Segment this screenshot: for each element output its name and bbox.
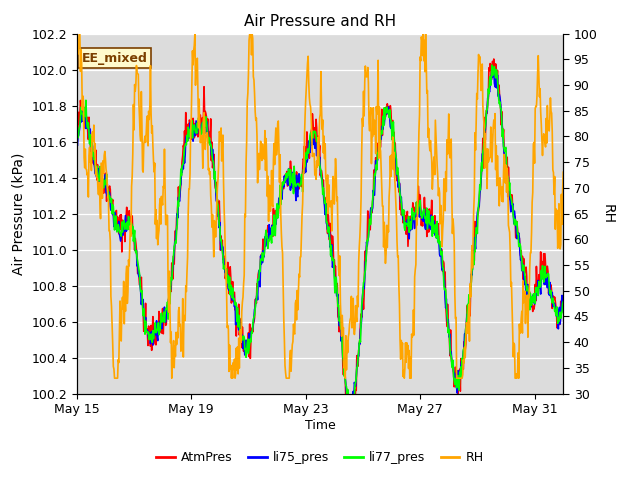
RH <box>73 78 81 84</box>
AtmPres <box>383 101 391 107</box>
AtmPres <box>442 312 450 317</box>
Y-axis label: Air Pressure (kPa): Air Pressure (kPa) <box>12 153 26 275</box>
Legend: AtmPres, li75_pres, li77_pres, RH: AtmPres, li75_pres, li77_pres, RH <box>152 446 488 469</box>
AtmPres <box>73 135 81 141</box>
li75_pres <box>442 296 450 301</box>
RH <box>443 137 451 143</box>
AtmPres <box>490 56 498 62</box>
Y-axis label: RH: RH <box>600 204 614 224</box>
li75_pres <box>356 341 364 347</box>
li77_pres <box>348 407 355 412</box>
AtmPres <box>356 336 364 342</box>
RH <box>384 223 392 228</box>
RH <box>369 105 377 110</box>
li75_pres <box>493 85 500 91</box>
Line: li75_pres: li75_pres <box>77 67 563 413</box>
li77_pres <box>103 171 111 177</box>
RH <box>104 183 111 189</box>
AtmPres <box>493 77 500 83</box>
li77_pres <box>493 69 500 74</box>
Line: RH: RH <box>77 34 563 378</box>
Text: Air Pressure and RH: Air Pressure and RH <box>244 14 396 29</box>
Line: AtmPres: AtmPres <box>77 59 563 415</box>
AtmPres <box>346 412 354 418</box>
li75_pres <box>383 111 391 117</box>
li75_pres <box>488 64 496 70</box>
li75_pres <box>348 410 356 416</box>
AtmPres <box>559 299 567 305</box>
RH <box>493 183 500 189</box>
AtmPres <box>103 198 111 204</box>
li75_pres <box>73 141 81 146</box>
AtmPres <box>369 198 376 204</box>
li77_pres <box>488 62 496 68</box>
li77_pres <box>442 300 450 306</box>
Text: EE_mixed: EE_mixed <box>82 52 148 65</box>
X-axis label: Time: Time <box>305 419 335 432</box>
Line: li77_pres: li77_pres <box>77 65 563 409</box>
RH <box>559 169 567 175</box>
li77_pres <box>356 337 364 343</box>
li77_pres <box>369 196 376 202</box>
li77_pres <box>73 144 81 149</box>
li75_pres <box>103 191 111 196</box>
li77_pres <box>383 110 391 116</box>
li77_pres <box>559 299 567 305</box>
li75_pres <box>559 303 567 309</box>
RH <box>356 218 364 224</box>
RH <box>111 375 118 381</box>
RH <box>76 31 83 36</box>
li75_pres <box>369 205 376 211</box>
